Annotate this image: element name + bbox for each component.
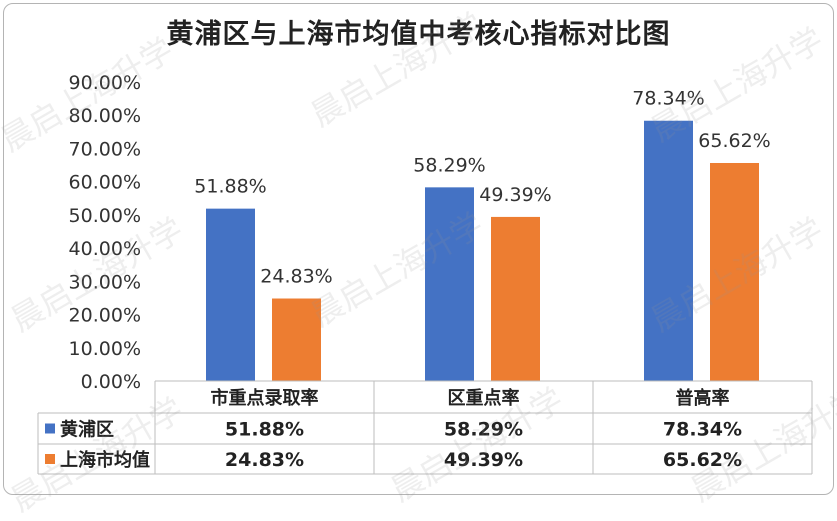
category-label: 普高率	[676, 387, 730, 409]
y-tick-label: 0.00%	[81, 371, 141, 393]
data-label: 24.83%	[260, 266, 332, 288]
table-cell: 24.83%	[225, 449, 304, 471]
table-cell: 65.62%	[663, 449, 742, 471]
bar	[206, 208, 255, 381]
y-tick-label: 20.00%	[69, 305, 141, 327]
bar	[272, 298, 321, 381]
y-tick-label: 30.00%	[69, 271, 141, 293]
legend-swatch	[45, 423, 55, 434]
y-tick-label: 50.00%	[69, 205, 141, 227]
data-label: 58.29%	[413, 154, 485, 176]
category-label: 市重点录取率	[211, 387, 319, 409]
bar	[425, 187, 474, 381]
bar	[710, 162, 759, 381]
y-tick-label: 90.00%	[69, 72, 141, 94]
data-label: 65.62%	[698, 130, 770, 152]
bar	[491, 216, 540, 381]
y-tick-label: 80.00%	[69, 105, 141, 127]
table-cell: 78.34%	[663, 419, 742, 441]
y-tick-label: 10.00%	[69, 338, 141, 360]
table-cell: 51.88%	[225, 419, 304, 441]
legend-swatch	[45, 454, 55, 464]
data-label: 78.34%	[632, 88, 704, 110]
y-tick-label: 40.00%	[69, 238, 141, 260]
data-label: 49.39%	[479, 184, 551, 206]
bar	[644, 120, 693, 381]
data-label: 51.88%	[194, 176, 266, 198]
legend-label: 上海市均值	[60, 449, 150, 471]
y-tick-label: 60.00%	[69, 172, 141, 194]
chart-svg: 0.00% 10.00% 20.00% 30.00% 40.00% 50.00% 60.00…	[37, 72, 813, 475]
chart-title: 黄浦区与上海市均值中考核心指标对比图	[166, 19, 671, 50]
legend-label: 黄浦区	[60, 419, 114, 441]
category-label: 区重点率	[448, 387, 520, 409]
y-tick-label: 70.00%	[69, 138, 141, 160]
table-cell: 49.39%	[444, 449, 523, 471]
table-cell: 58.29%	[444, 419, 523, 441]
